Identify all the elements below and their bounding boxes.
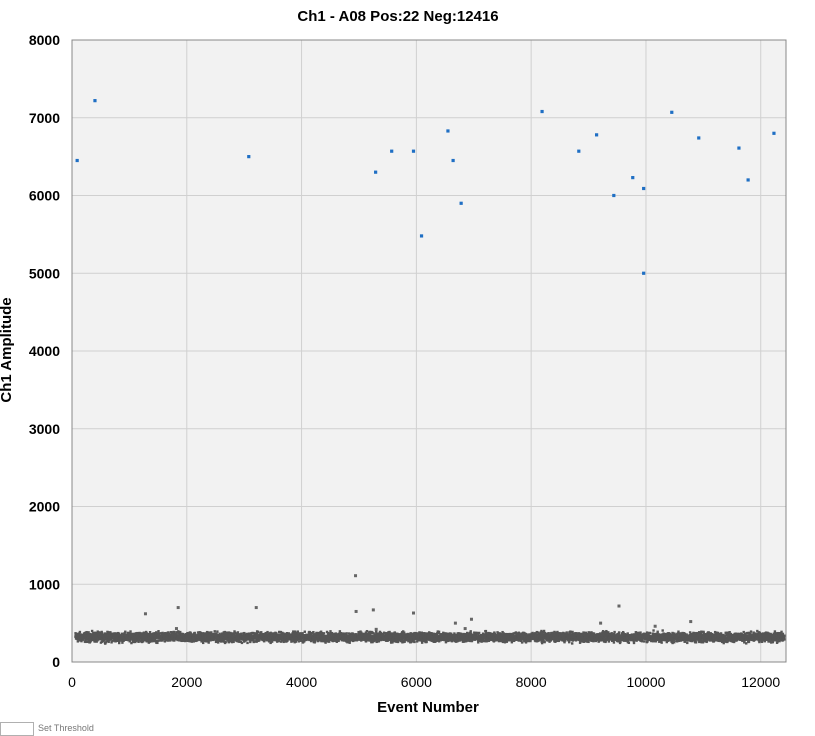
- neg-point: [241, 642, 243, 644]
- neg-point: [543, 630, 545, 632]
- neg-point: [216, 630, 218, 632]
- neg-point: [297, 630, 299, 632]
- neg-point: [613, 631, 615, 633]
- neg-point: [478, 632, 480, 634]
- neg-point: [323, 632, 325, 634]
- neg-point: [618, 631, 620, 633]
- neg-point: [391, 641, 393, 643]
- neg-point: [79, 631, 81, 633]
- neg-point: [129, 630, 131, 632]
- neg-point: [571, 642, 573, 644]
- neg-point: [157, 639, 159, 641]
- neg-point: [348, 642, 350, 644]
- neg-point: [207, 641, 209, 643]
- neg-point: [77, 640, 79, 642]
- neg-point: [225, 641, 227, 643]
- neg-point: [312, 631, 314, 633]
- neg-point: [470, 630, 472, 632]
- neg-point: [124, 631, 126, 633]
- neg-point: [639, 631, 641, 633]
- neg-point: [587, 641, 589, 643]
- neg-point: [633, 642, 635, 644]
- neg-point: [91, 630, 93, 632]
- neg-point: [257, 631, 259, 633]
- neg-point: [237, 631, 239, 633]
- neg-point: [543, 641, 545, 643]
- neg-point: [214, 630, 216, 632]
- neg-point: [613, 641, 615, 643]
- neg-point: [345, 632, 347, 634]
- neg-point: [156, 642, 158, 644]
- neg-point: [157, 630, 159, 632]
- neg-point: [521, 641, 523, 643]
- neg-point: [253, 641, 255, 643]
- neg-point: [304, 631, 306, 633]
- neg-point: [583, 632, 585, 634]
- neg-point: [569, 630, 571, 632]
- neg-point: [643, 640, 645, 642]
- neg-point: [413, 641, 415, 643]
- neg-point: [628, 642, 630, 644]
- neg-point: [438, 631, 440, 633]
- neg-point: [210, 631, 212, 633]
- neg-point: [485, 630, 487, 632]
- neg-point: [425, 641, 427, 643]
- neg-point: [246, 642, 248, 644]
- neg-point: [258, 639, 260, 641]
- neg-point: [388, 631, 390, 633]
- neg-point: [641, 640, 643, 642]
